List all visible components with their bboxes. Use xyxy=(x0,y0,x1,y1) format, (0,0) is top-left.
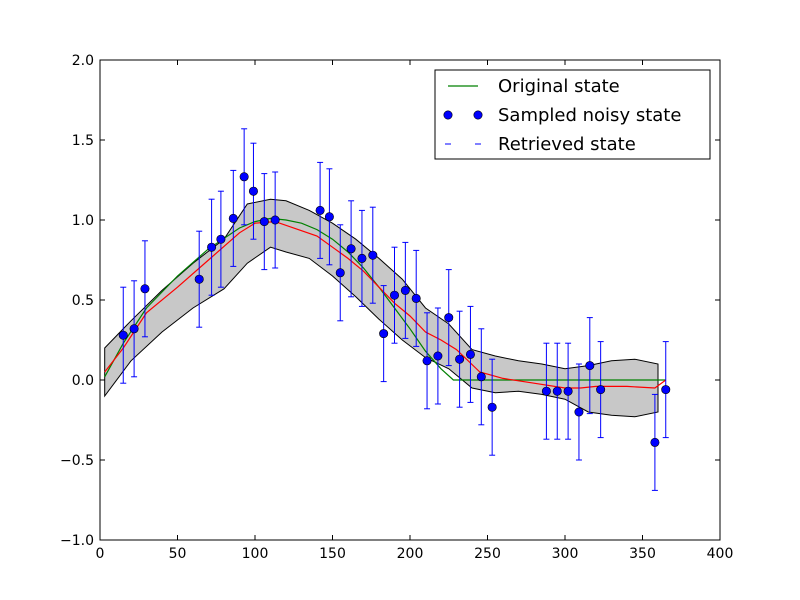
legend: Original state Sampled noisy state Retriev… xyxy=(434,69,711,160)
sampled-point xyxy=(346,244,356,254)
y-tick-label: 1.5 xyxy=(72,133,94,149)
x-tick-label: 100 xyxy=(242,546,269,562)
x-tick-label: 250 xyxy=(474,546,501,562)
sampled-point xyxy=(422,356,432,366)
legend-label: Original state xyxy=(498,76,620,97)
sampled-point xyxy=(315,205,325,215)
x-tick-label: 150 xyxy=(319,546,346,562)
sampled-point xyxy=(541,386,551,396)
sampled-point xyxy=(400,285,410,295)
sampled-point xyxy=(216,234,226,244)
sampled-point xyxy=(444,313,454,323)
y-tick-label: 0.5 xyxy=(72,293,94,309)
sampled-point xyxy=(207,242,217,252)
legend-swatch-sampled-a xyxy=(443,110,453,120)
y-tick-label: 0.0 xyxy=(72,373,94,389)
x-tick-label: 350 xyxy=(629,546,656,562)
x-tick-label: 400 xyxy=(707,546,734,562)
y-tick-label: 1.0 xyxy=(72,213,94,229)
sampled-point xyxy=(140,284,150,294)
sampled-point xyxy=(248,186,258,196)
legend-label: Sampled noisy state xyxy=(498,105,681,126)
y-tick-label: −1.0 xyxy=(60,533,94,549)
x-tick-label: 50 xyxy=(169,546,187,562)
sampled-point xyxy=(194,274,204,284)
sampled-point xyxy=(574,407,584,417)
sampled-point xyxy=(129,324,139,334)
sampled-point xyxy=(118,330,128,340)
sampled-point xyxy=(661,385,671,395)
sampled-point xyxy=(324,212,334,222)
sampled-point xyxy=(596,385,606,395)
sampled-point xyxy=(379,329,389,339)
x-tick-label: 300 xyxy=(552,546,579,562)
uncertainty-band xyxy=(104,198,659,418)
axes: 0 50 100 150 200 250 300 350 400 −1.0 −0.5 0.0 0.5 1.… xyxy=(60,53,733,562)
plot-area xyxy=(104,128,671,491)
sampled-point xyxy=(228,213,238,223)
sampled-point xyxy=(563,386,573,396)
sampled-point xyxy=(389,290,399,300)
sampled-point xyxy=(476,372,486,382)
y-tick-label: 2.0 xyxy=(72,53,94,69)
sampled-point xyxy=(433,351,443,361)
sampled-point xyxy=(239,172,249,182)
sampled-point xyxy=(465,349,475,359)
sampled-point xyxy=(335,268,345,278)
sampled-point xyxy=(270,215,280,225)
sampled-point xyxy=(650,437,660,447)
sampled-point xyxy=(259,217,269,227)
sampled-point xyxy=(357,253,367,263)
x-tick-label: 200 xyxy=(397,546,424,562)
sampled-point xyxy=(411,293,421,303)
sampled-point xyxy=(368,250,378,260)
x-tick-label: 0 xyxy=(96,546,105,562)
sampled-point xyxy=(455,354,465,364)
sampled-point xyxy=(585,361,595,371)
legend-swatch-sampled-b xyxy=(473,110,483,120)
y-tick-label: −0.5 xyxy=(60,453,94,469)
sampled-point xyxy=(487,402,497,412)
sampled-point xyxy=(552,386,562,396)
legend-label: Retrieved state xyxy=(498,134,636,155)
